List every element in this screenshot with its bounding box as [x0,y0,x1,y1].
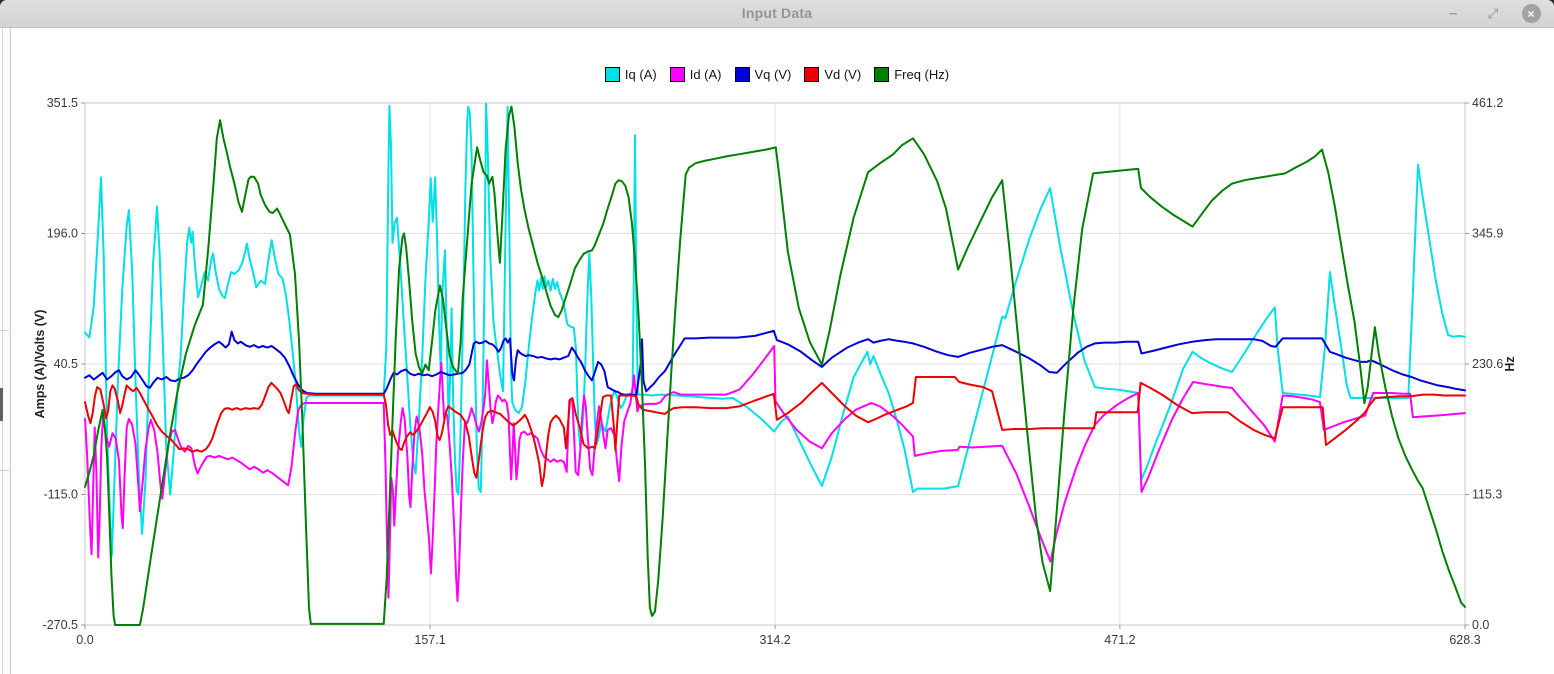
legend-label-freq: Freq (Hz) [894,67,950,82]
x-axis-tick-label: 314.2 [759,633,790,647]
close-button[interactable]: × [1516,0,1546,27]
left-axis-tick-label: -270.5 [43,618,78,632]
x-axis-tick-label: 471.2 [1104,633,1135,647]
legend-swatch-vd [804,67,820,82]
right-axis-tick-label: 115.3 [1472,488,1502,502]
chart-legend: Iq (A) Id (A) Vq (V) Vd (V) Freq (Hz) [0,67,1554,82]
titlebar[interactable]: Input Data – ⤢ × [0,0,1554,28]
background-window-line [2,28,3,674]
series-line-id [84,345,1466,603]
right-axis-tick-label: 230.6 [1472,357,1503,371]
background-window-line [0,470,9,471]
right-axis-tick-label: 461.2 [1472,96,1503,110]
legend-item-id[interactable]: Id (A) [669,67,722,82]
left-axis-tick-label: 351.5 [47,96,78,110]
background-window-mark [0,388,3,421]
legend-label-vd: Vd (V) [824,67,862,82]
right-axis-tick-label: 345.9 [1472,227,1503,241]
close-icon: × [1521,4,1541,23]
x-axis-tick-label: 628.3 [1449,633,1480,647]
series-line-freq [84,105,1466,626]
legend-label-vq: Vq (V) [754,67,792,82]
x-axis-tick-label: 0.0 [76,633,93,647]
series-line-vd [84,376,1466,488]
x-axis-tick-label: 157.1 [414,633,445,647]
legend-swatch-freq [874,67,890,82]
series-line-vq [84,329,1466,397]
minimize-button[interactable]: – [1440,0,1466,27]
legend-item-iq[interactable]: Iq (A) [604,67,657,82]
legend-swatch-iq [604,67,620,82]
left-axis-tick-label: 40.5 [54,357,78,371]
right-axis-title: Hz [1503,356,1517,371]
legend-swatch-id [669,67,685,82]
left-axis-tick-label: -115.0 [43,488,78,502]
legend-label-id: Id (A) [689,67,722,82]
legend-item-vq[interactable]: Vq (V) [734,67,792,82]
left-axis-title: Amps (A)/Volts (V) [33,310,47,419]
legend-item-vd[interactable]: Vd (V) [804,67,861,82]
legend-label-iq: Iq (A) [624,67,657,82]
maximize-icon: ⤢ [1487,5,1499,21]
right-axis-tick-label: 0.0 [1472,618,1489,632]
minimize-icon: – [1448,5,1458,22]
series-line-iq [84,102,1466,557]
legend-item-freq[interactable]: Freq (Hz) [874,67,949,82]
background-window-line [0,330,9,331]
background-window-edge [0,28,11,674]
left-axis-tick-label: 196.0 [47,227,78,241]
legend-swatch-vq [734,67,750,82]
maximize-button[interactable]: ⤢ [1480,0,1506,27]
window-title: Input Data [741,5,813,21]
window-body [0,28,1554,674]
